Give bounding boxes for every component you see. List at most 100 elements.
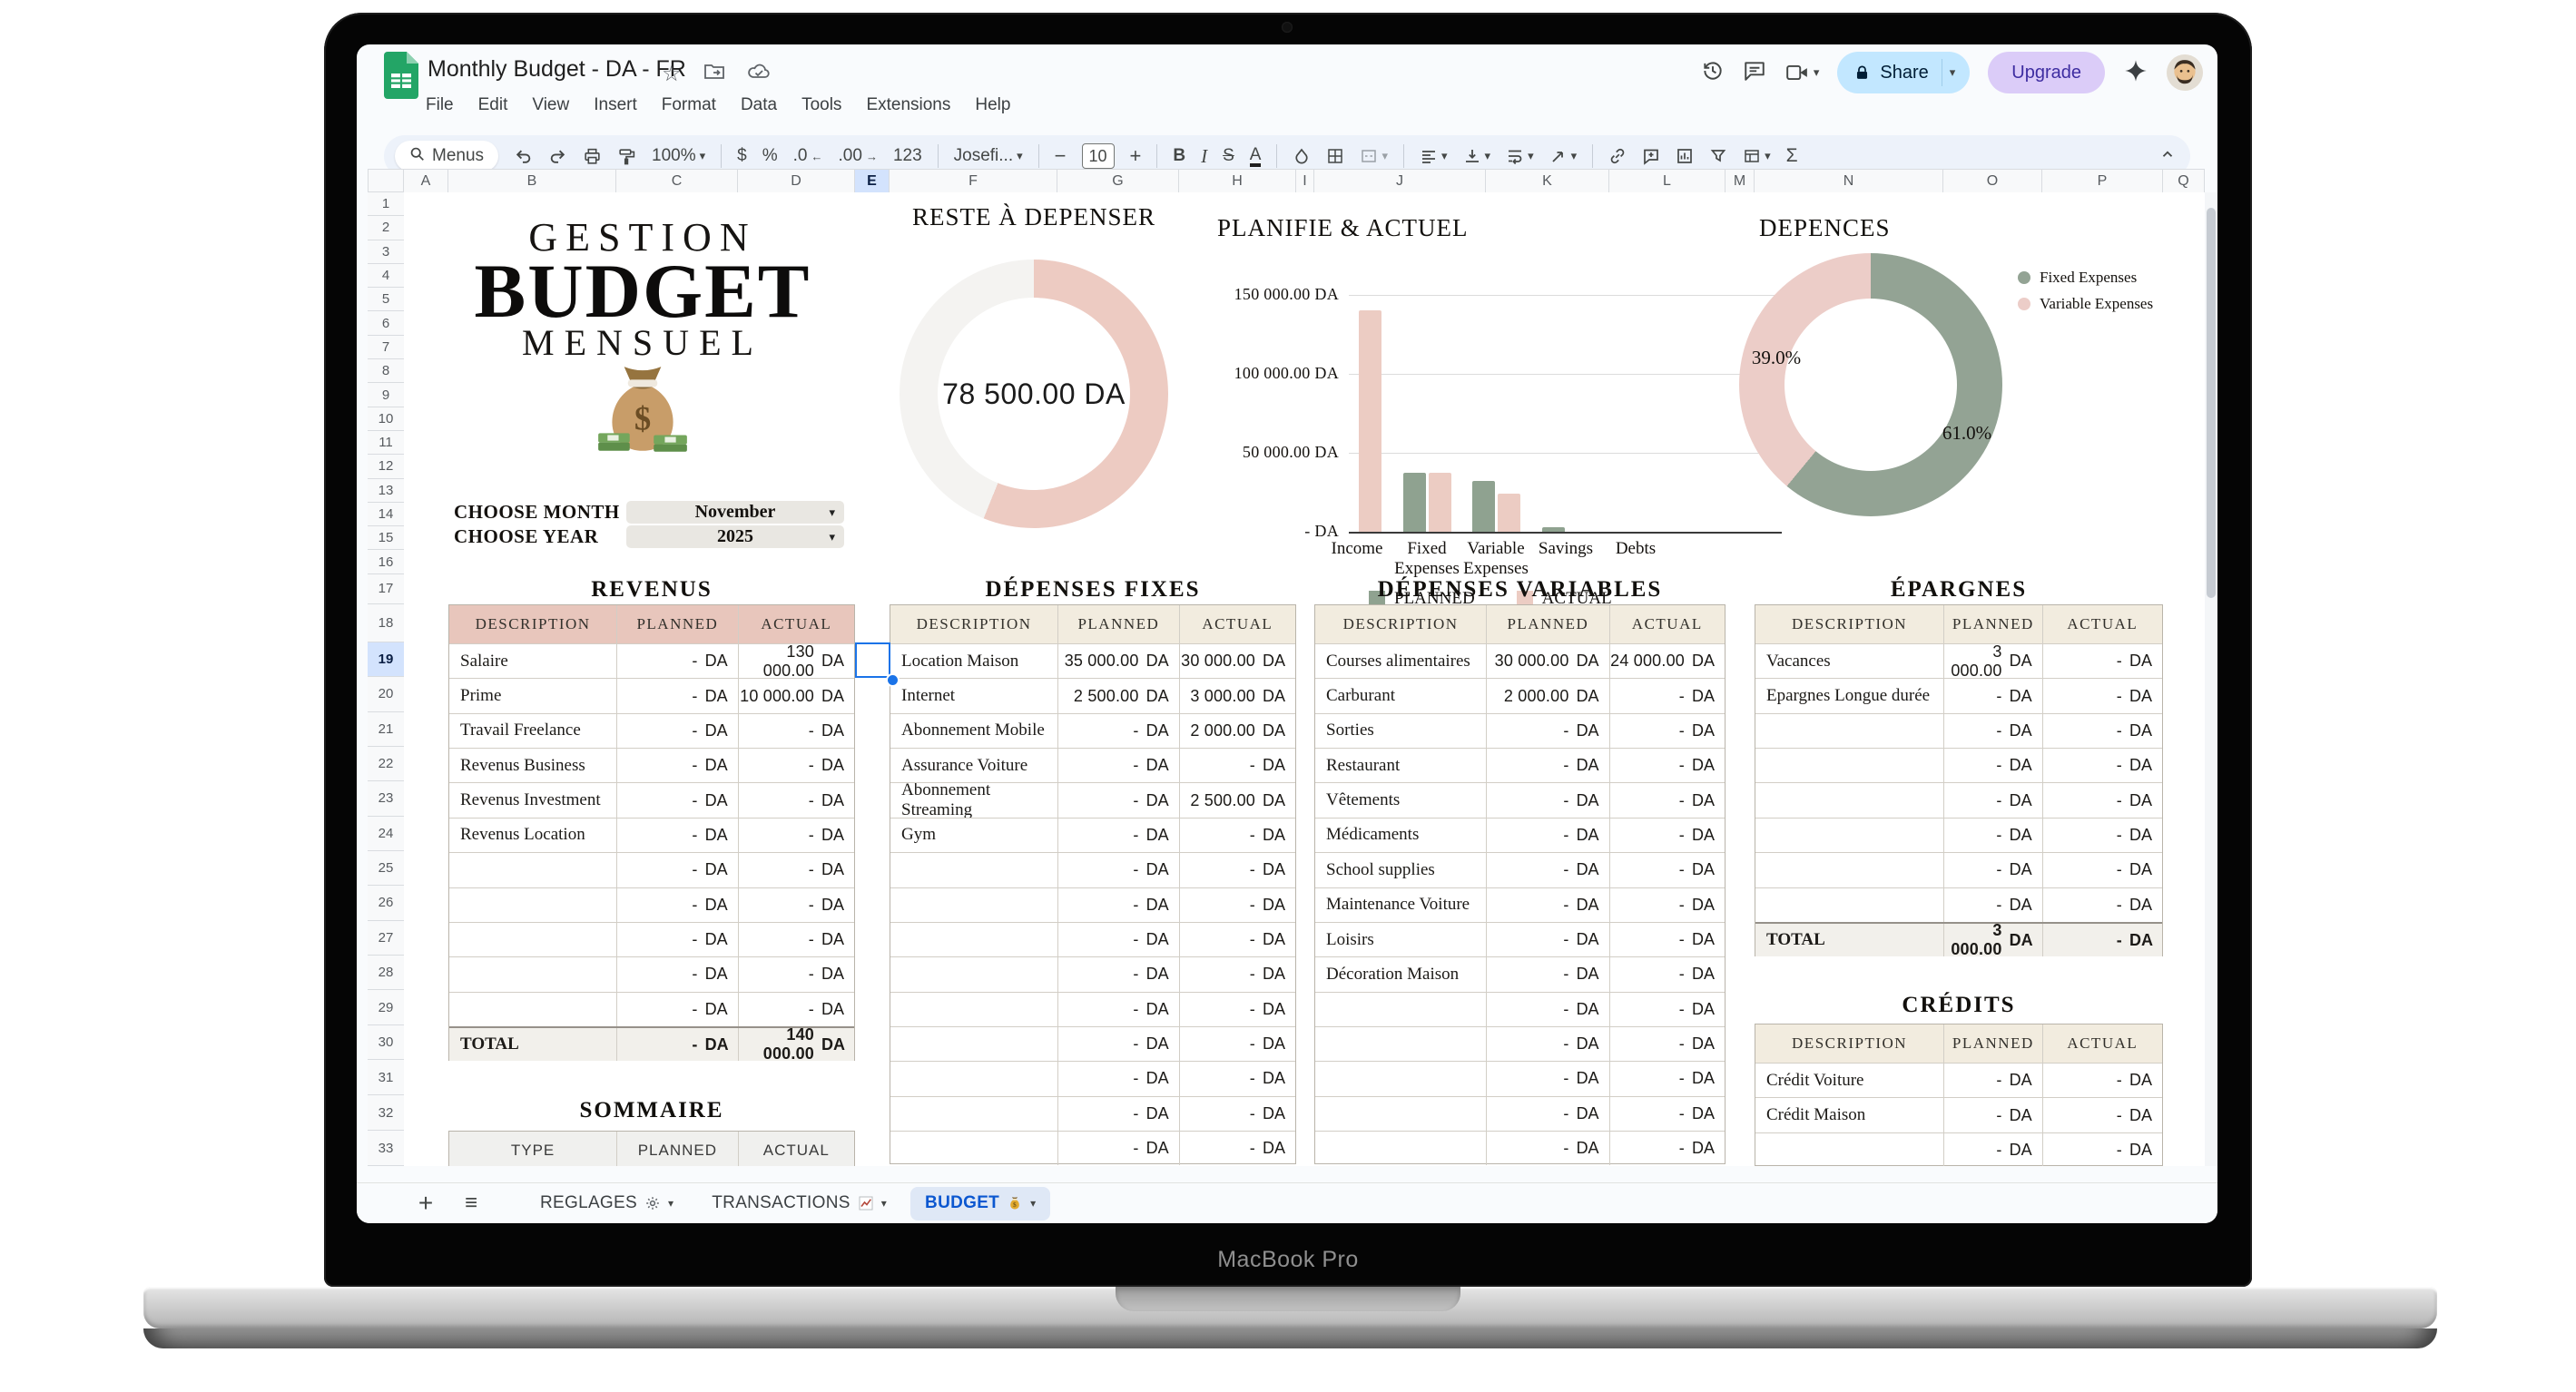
cell-value[interactable]: 2 500.00 DA: [1057, 679, 1178, 713]
cell-value[interactable]: - DA: [1486, 992, 1608, 1026]
filter-views-button[interactable]: ▾: [1743, 147, 1771, 165]
row-header-25[interactable]: 25: [368, 851, 404, 887]
menu-data[interactable]: Data: [740, 95, 778, 114]
cell-value[interactable]: - DA: [1486, 1026, 1608, 1062]
cell-value[interactable]: - DA: [1943, 713, 2042, 749]
zoom-select[interactable]: 100% ▾: [652, 146, 706, 165]
comments-icon[interactable]: [1743, 59, 1766, 87]
fill-color-button[interactable]: [1293, 147, 1311, 165]
cell-description[interactable]: Crédit Voiture: [1766, 1070, 1864, 1090]
cell-value[interactable]: - DA: [2041, 853, 2162, 887]
cell-value[interactable]: - DA: [616, 713, 737, 749]
cell-description[interactable]: Salaire: [460, 651, 508, 671]
cell-description[interactable]: Vacances: [1766, 651, 1831, 671]
cell-description[interactable]: [1755, 714, 1943, 748]
cell-value[interactable]: - DA: [1057, 957, 1178, 992]
cell-description[interactable]: Restaurant: [1326, 755, 1401, 775]
cell-description[interactable]: Abonnement Streaming: [901, 783, 991, 818]
cell-value[interactable]: - DA: [1486, 887, 1608, 922]
cell-value[interactable]: - DA: [1178, 1096, 1295, 1132]
menu-tools[interactable]: Tools: [801, 95, 842, 114]
row-header-9[interactable]: 9: [368, 383, 404, 407]
reste-donut-chart[interactable]: 78 500.00 DA: [900, 260, 1168, 528]
cell-value[interactable]: - DA: [1178, 887, 1295, 922]
cell-value[interactable]: - DA: [2041, 679, 2162, 713]
cell-value[interactable]: - DA: [1608, 818, 1725, 853]
cell-description[interactable]: Gym: [901, 825, 936, 845]
row-header-20[interactable]: 20: [368, 677, 404, 712]
cell-value[interactable]: 3 000.00 DA: [1943, 644, 2042, 679]
menu-format[interactable]: Format: [661, 95, 716, 114]
row-header-31[interactable]: 31: [368, 1060, 404, 1096]
row-header-33[interactable]: 33: [368, 1131, 404, 1166]
cell-value[interactable]: - DA: [1608, 922, 1725, 957]
cell-value[interactable]: - DA: [1608, 957, 1725, 992]
cell-description[interactable]: [890, 1027, 1057, 1061]
cell-value[interactable]: - DA: [1178, 1132, 1295, 1166]
row-header-28[interactable]: 28: [368, 956, 404, 991]
cell-description[interactable]: Carburant: [1326, 686, 1395, 706]
column-header-G[interactable]: G: [1057, 170, 1179, 193]
total-label[interactable]: TOTAL: [460, 1034, 519, 1054]
cell-description[interactable]: Décoration Maison: [1326, 964, 1460, 984]
font-size-input[interactable]: 10: [1081, 143, 1115, 169]
cell-value[interactable]: - DA: [1057, 783, 1178, 818]
cloud-status-icon[interactable]: [747, 61, 771, 87]
row-header-22[interactable]: 22: [368, 747, 404, 782]
cell-value[interactable]: 3 000.00 DA: [1943, 923, 2042, 957]
cell-value[interactable]: - DA: [1178, 922, 1295, 957]
cell-value[interactable]: - DA: [1943, 679, 2042, 713]
cell-value[interactable]: - DA: [1486, 1062, 1608, 1096]
cell-value[interactable]: - DA: [1608, 887, 1725, 922]
cell-value[interactable]: - DA: [2041, 713, 2162, 749]
column-header-N[interactable]: N: [1755, 170, 1943, 193]
cell-value[interactable]: - DA: [1057, 749, 1178, 783]
column-header-A[interactable]: A: [404, 170, 448, 193]
vertical-align-button[interactable]: ▾: [1463, 147, 1490, 165]
cell-value[interactable]: - DA: [2041, 1064, 2162, 1098]
cell-description[interactable]: [1315, 1062, 1486, 1095]
cell-description[interactable]: [1755, 888, 1943, 922]
row-header-32[interactable]: 32: [368, 1095, 404, 1132]
gemini-sparkle-icon[interactable]: [2123, 58, 2148, 88]
insert-link-button[interactable]: [1608, 147, 1627, 165]
functions-button[interactable]: Σ: [1785, 145, 1798, 166]
cell-description[interactable]: [890, 1097, 1057, 1131]
cell-description[interactable]: [1755, 853, 1943, 887]
menus-search-chip[interactable]: Menus: [395, 141, 499, 172]
hide-menus-icon[interactable]: [2159, 146, 2176, 168]
cell-description[interactable]: Sorties: [1326, 721, 1374, 740]
cell-value[interactable]: - DA: [1486, 749, 1608, 783]
cell-value[interactable]: - DA: [1057, 853, 1178, 887]
cell-value[interactable]: - DA: [616, 783, 737, 818]
add-sheet-button[interactable]: +: [418, 1189, 434, 1217]
cell-value[interactable]: - DA: [2041, 749, 2162, 783]
cell-description[interactable]: [890, 923, 1057, 956]
cell-description[interactable]: [890, 957, 1057, 991]
cell-value[interactable]: - DA: [616, 992, 737, 1026]
cell-value[interactable]: 130 000.00 DA: [737, 644, 854, 679]
print-button[interactable]: [583, 147, 602, 166]
meet-icon[interactable]: ▾: [1785, 61, 1819, 84]
cell-description[interactable]: [449, 993, 616, 1026]
year-dropdown[interactable]: 2025 ▾: [626, 525, 844, 548]
cell-value[interactable]: - DA: [1486, 1132, 1608, 1166]
cell-description[interactable]: Revenus Location: [460, 825, 585, 845]
cell-value[interactable]: - DA: [1486, 922, 1608, 957]
cell-description[interactable]: Courses alimentaires: [1326, 651, 1470, 671]
text-wrap-button[interactable]: ▾: [1506, 147, 1534, 165]
cell-value[interactable]: - DA: [616, 887, 737, 922]
cell-value[interactable]: - DA: [1608, 749, 1725, 783]
column-header-L[interactable]: L: [1609, 170, 1726, 193]
text-rotation-button[interactable]: ▾: [1549, 147, 1577, 165]
strikethrough-button[interactable]: S: [1223, 146, 1234, 165]
row-header-8[interactable]: 8: [368, 359, 404, 384]
row-header-3[interactable]: 3: [368, 240, 404, 264]
cell-description[interactable]: [890, 1062, 1057, 1095]
cell-value[interactable]: - DA: [1057, 922, 1178, 957]
row-header-2[interactable]: 2: [368, 216, 404, 240]
row-header-15[interactable]: 15: [368, 526, 404, 551]
row-header-7[interactable]: 7: [368, 336, 404, 360]
cell-value[interactable]: - DA: [1943, 1064, 2042, 1098]
move-folder-icon[interactable]: [703, 61, 725, 87]
